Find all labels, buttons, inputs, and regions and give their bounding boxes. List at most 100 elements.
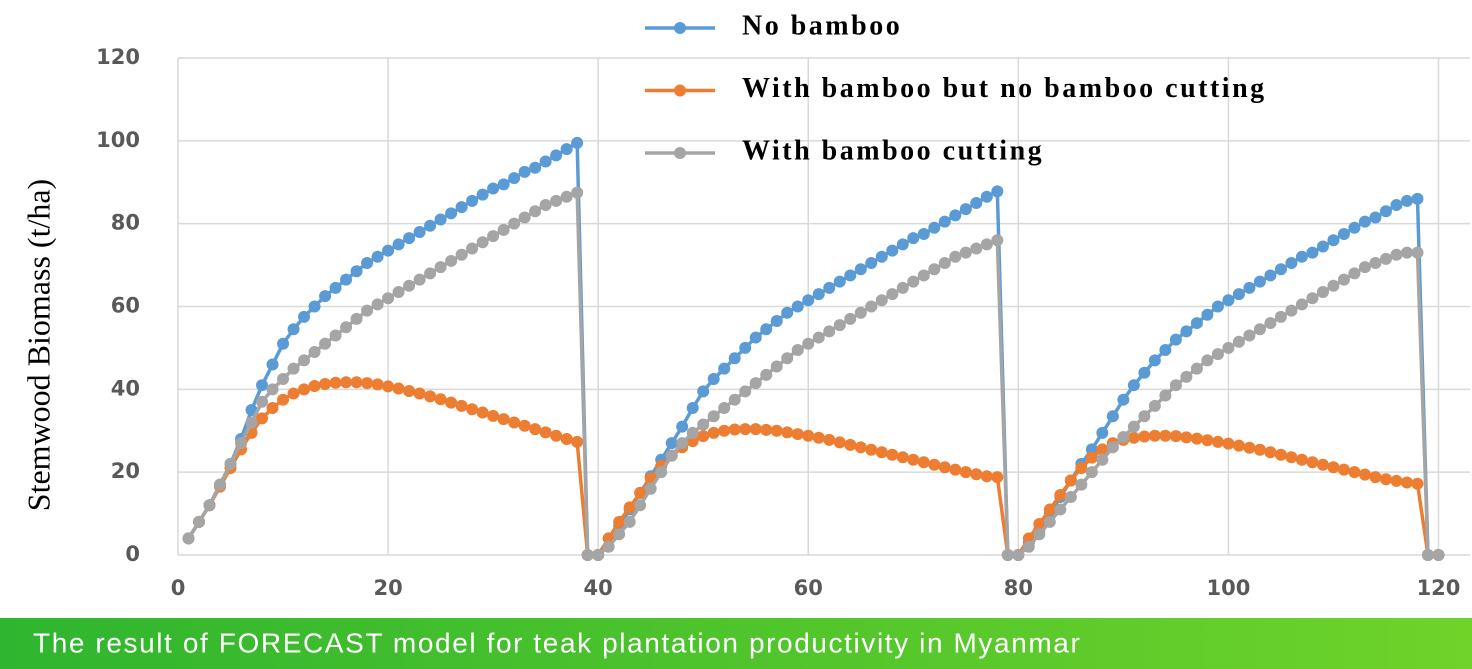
point	[266, 383, 279, 396]
point	[550, 194, 563, 207]
point	[791, 300, 804, 313]
point	[959, 466, 972, 479]
point	[602, 540, 615, 553]
point	[1348, 267, 1361, 280]
point	[518, 419, 531, 432]
point	[1148, 399, 1161, 412]
point	[1274, 448, 1287, 461]
point	[1190, 317, 1203, 330]
point	[1379, 205, 1392, 218]
point	[1295, 250, 1308, 263]
point	[749, 331, 762, 344]
point	[760, 423, 773, 436]
point	[1211, 348, 1224, 361]
point	[1379, 252, 1392, 265]
point	[1180, 370, 1193, 383]
point	[403, 279, 416, 292]
grid: 0 20 40 60 80 100 120 0 20 40 60 80 100 120	[96, 45, 1470, 600]
point	[361, 257, 374, 270]
point	[1127, 420, 1140, 433]
series	[182, 136, 1445, 561]
point	[1337, 273, 1350, 286]
point	[938, 461, 951, 474]
point	[1201, 434, 1214, 447]
point	[508, 172, 521, 185]
point	[655, 466, 668, 479]
point	[487, 230, 500, 243]
point	[802, 294, 815, 307]
point	[707, 372, 720, 385]
point	[875, 446, 888, 459]
point	[550, 149, 563, 162]
point	[1138, 430, 1151, 443]
point	[1306, 456, 1319, 469]
point	[1253, 275, 1266, 288]
point	[1390, 199, 1403, 212]
point	[781, 306, 794, 319]
y-tick-label: 100	[96, 128, 140, 152]
point	[760, 368, 773, 381]
point	[434, 393, 447, 406]
legend: No bamboo With bamboo but no bamboo cutti…	[645, 10, 1264, 166]
point	[340, 273, 353, 286]
point	[970, 468, 983, 481]
point	[340, 376, 353, 389]
point	[424, 390, 437, 403]
point	[361, 304, 374, 317]
point	[991, 471, 1004, 484]
point	[1411, 246, 1424, 259]
point	[487, 182, 500, 195]
point	[917, 456, 930, 469]
point	[1211, 300, 1224, 313]
point	[445, 207, 458, 220]
point	[1106, 441, 1119, 454]
point	[1369, 211, 1382, 224]
point	[770, 314, 783, 327]
x-tick-label: 40	[584, 576, 613, 600]
point	[571, 186, 584, 199]
point	[665, 449, 678, 462]
point	[1348, 221, 1361, 234]
point	[529, 205, 542, 218]
point	[970, 242, 983, 255]
y-tick-label: 80	[111, 211, 140, 235]
point	[676, 437, 689, 450]
point	[1274, 263, 1287, 276]
point	[1064, 491, 1077, 504]
point	[266, 401, 279, 414]
point	[518, 165, 531, 178]
point	[350, 376, 363, 389]
point	[991, 234, 1004, 247]
point	[1285, 451, 1298, 464]
point	[1295, 298, 1308, 311]
point	[812, 288, 825, 301]
y-tick-label: 20	[111, 459, 140, 483]
point	[613, 528, 626, 541]
point	[697, 385, 710, 398]
point	[1411, 477, 1424, 490]
point	[214, 478, 227, 491]
point	[182, 532, 195, 545]
point	[686, 426, 699, 439]
point	[424, 219, 437, 232]
point	[1064, 474, 1077, 487]
point	[1253, 323, 1266, 336]
legend-marker	[674, 22, 686, 34]
point	[350, 265, 363, 278]
point	[886, 244, 899, 257]
point	[298, 310, 311, 323]
point	[571, 136, 584, 149]
point	[749, 377, 762, 390]
point	[1169, 333, 1182, 346]
point	[1138, 410, 1151, 423]
point	[686, 401, 699, 414]
point	[455, 399, 468, 412]
point	[949, 209, 962, 222]
point	[392, 238, 405, 251]
point	[728, 393, 741, 406]
point	[235, 437, 248, 450]
point	[329, 329, 342, 342]
y-tick-label: 0	[125, 542, 140, 566]
point	[277, 393, 290, 406]
